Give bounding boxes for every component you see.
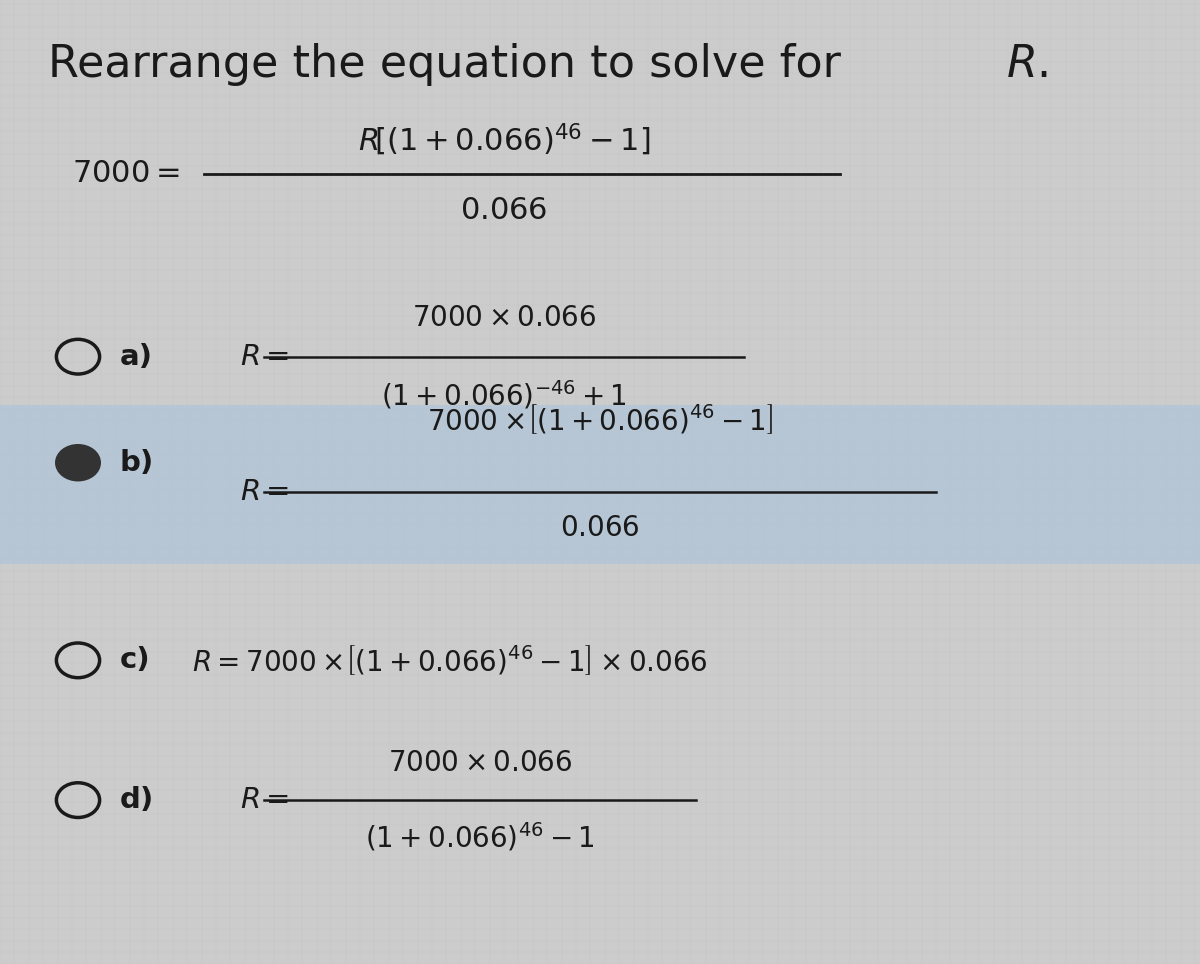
Text: $R=$: $R=$ [240, 786, 289, 815]
Text: $R$.: $R$. [1006, 43, 1048, 87]
Text: b): b) [120, 448, 155, 477]
Text: $7000 \times 0.066$: $7000 \times 0.066$ [388, 749, 572, 778]
Text: $R=$: $R=$ [240, 342, 289, 371]
Text: $R\!\left[(1+0.066)^{46}-1\right]$: $R\!\left[(1+0.066)^{46}-1\right]$ [358, 121, 650, 158]
Text: $7000 \times\!\left[(1+0.066)^{46}-1\right]$: $7000 \times\!\left[(1+0.066)^{46}-1\rig… [427, 402, 773, 437]
Text: $7000 =$: $7000 =$ [72, 159, 180, 188]
Text: $0.066$: $0.066$ [560, 514, 640, 543]
Text: $7000 \times 0.066$: $7000 \times 0.066$ [412, 304, 596, 333]
Circle shape [56, 445, 100, 480]
Text: $R = 7000 \times\!\left[(1+0.066)^{46}-1\right]\times 0.066$: $R = 7000 \times\!\left[(1+0.066)^{46}-1… [192, 643, 708, 678]
Text: c): c) [120, 646, 151, 675]
Text: d): d) [120, 786, 155, 815]
Text: $R=$: $R=$ [240, 477, 289, 506]
Text: $(1+0.066)^{-46}+1$: $(1+0.066)^{-46}+1$ [382, 379, 626, 412]
Text: $0.066$: $0.066$ [461, 196, 547, 225]
FancyBboxPatch shape [0, 405, 1200, 564]
Text: a): a) [120, 342, 154, 371]
Text: Rearrange the equation to solve for: Rearrange the equation to solve for [48, 43, 856, 87]
Text: $(1+0.066)^{46}-1$: $(1+0.066)^{46}-1$ [365, 820, 595, 853]
